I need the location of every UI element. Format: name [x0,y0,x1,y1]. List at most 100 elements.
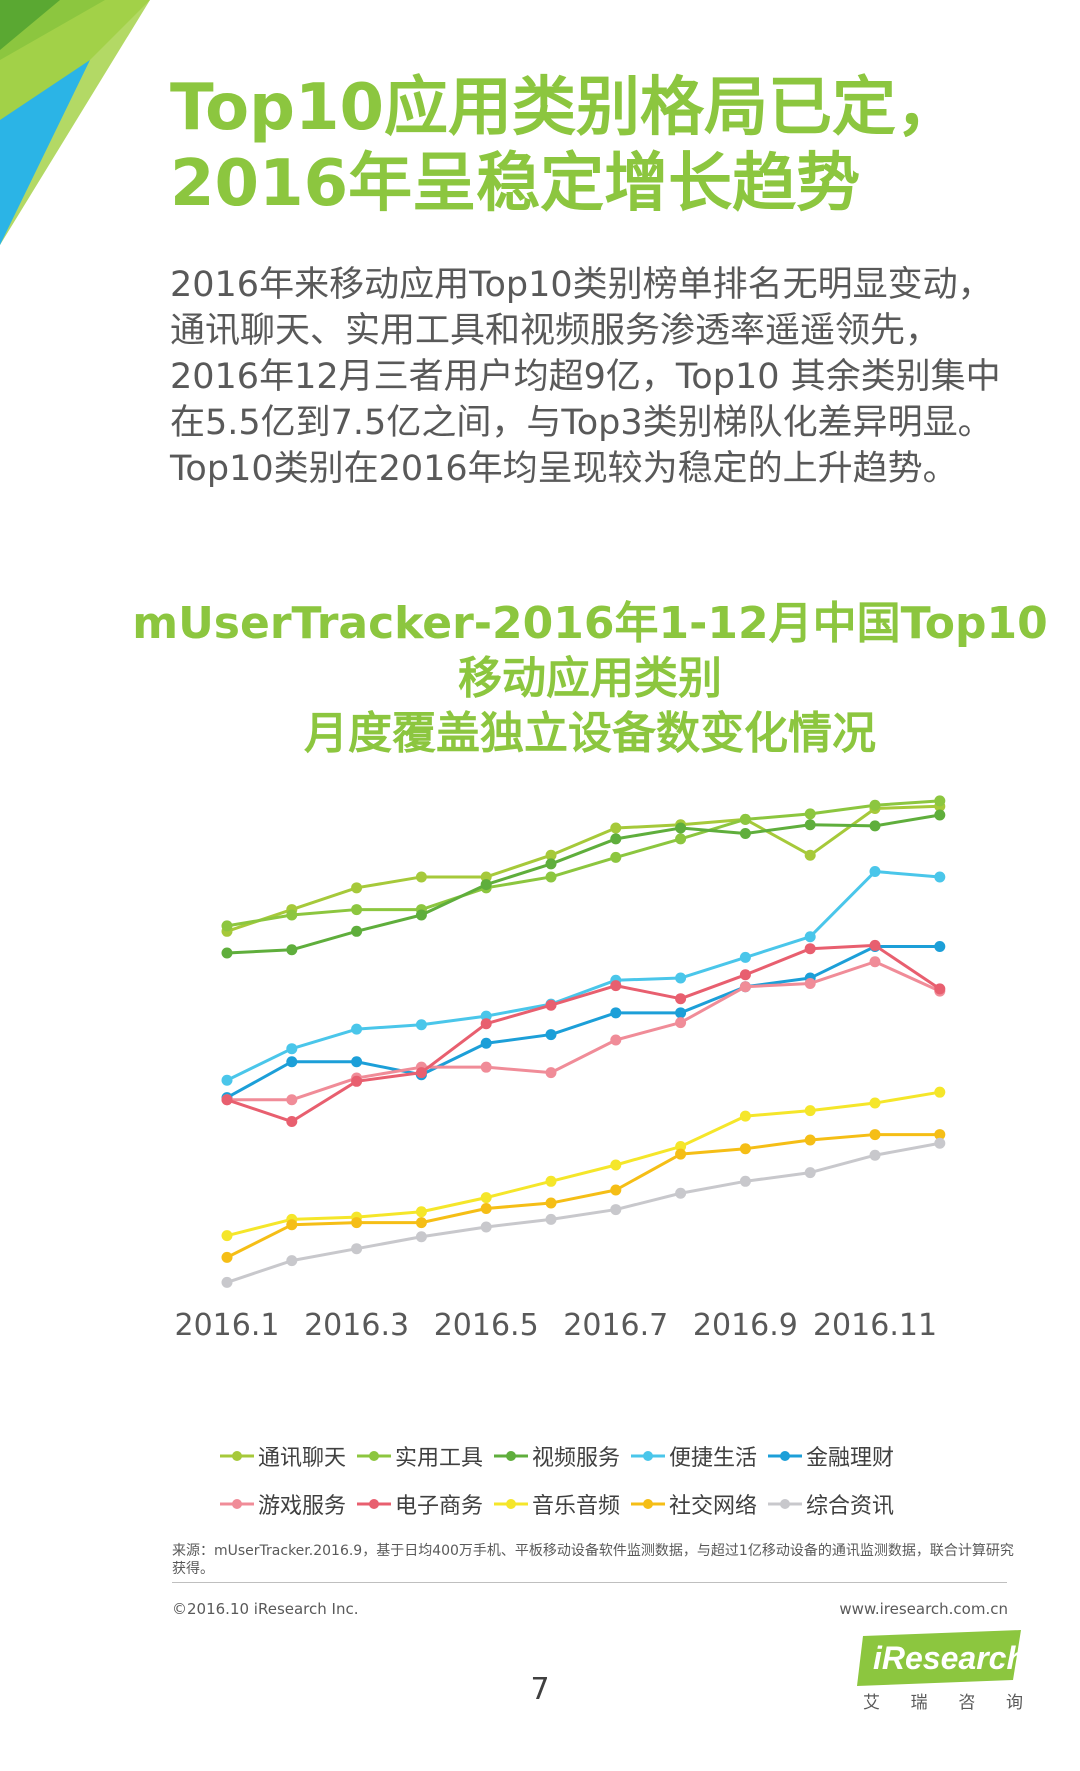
series-10 [221,1137,946,1288]
legend-label: 社交网络 [669,1494,758,1519]
page-number: 7 [530,1672,550,1707]
legend-swatch [631,1499,665,1509]
data-point [804,1134,816,1146]
data-point [286,909,298,921]
x-tick-label: 2016.9 [693,1308,798,1343]
data-point [869,939,881,951]
data-point [739,969,751,981]
series-line [226,804,940,933]
logo-badge [857,1630,1021,1686]
data-point [739,1175,751,1187]
data-point [480,1061,492,1073]
legend-label: 音乐音频 [532,1494,621,1519]
data-point [480,1202,492,1214]
data-point [415,1067,427,1079]
legend-item: 电子商务 [357,1488,494,1520]
data-point [869,1129,881,1141]
data-point [934,809,946,821]
data-point [221,1251,233,1263]
data-point [351,882,363,894]
data-point [351,925,363,937]
data-point [286,1219,298,1231]
legend-swatch [768,1499,802,1509]
legend-item: 游戏服务 [220,1488,357,1520]
legend-label: 实用工具 [395,1446,484,1471]
chart-legend: 通讯聊天 实用工具 视频服务 便捷生活 金融理财游戏服务 电子商务 音乐音频 社交网络 综合资讯 [220,1440,1020,1520]
page-title: Top10应用类别格局已定， 2016年呈稳定增长趋势 [170,70,1050,222]
copyright: ©2016.10 iResearch Inc. [172,1600,359,1618]
data-point [610,1204,622,1216]
data-point [804,808,816,820]
series-line [226,943,941,1124]
data-point [545,858,557,870]
data-point [869,799,881,811]
legend-item: 金融理财 [768,1440,905,1472]
legend-swatch [220,1499,254,1509]
legend-label: 游戏服务 [258,1494,347,1519]
data-point [675,1141,687,1153]
data-point [610,1007,622,1019]
series-8 [221,1086,946,1242]
legend-label: 综合资讯 [806,1494,895,1519]
legend-swatch [494,1451,528,1461]
data-point [480,871,492,883]
data-point [351,1075,363,1087]
chart-title: mUserTracker-2016年1-12月中国Top10 移动应用类别 月度… [100,596,1080,761]
legend-item: 社交网络 [631,1488,768,1520]
iresearch-logo: iResearch 艾 瑞 咨 询 [855,1630,1026,1713]
data-point [934,795,946,807]
x-tick-label: 2016.5 [434,1308,539,1343]
data-point [804,1105,816,1117]
legend-swatch [631,1451,665,1461]
series-line [226,1133,940,1259]
data-point [610,851,622,863]
legend-label: 视频服务 [532,1446,621,1471]
series-5 [221,941,946,1104]
data-point [610,833,622,845]
chart-title-line-2: 移动应用类别 [458,653,722,704]
data-point [610,1159,622,1171]
series-line [226,813,941,955]
legend-label: 金融理财 [806,1446,895,1471]
data-point [869,866,881,878]
data-point [415,871,427,883]
chart-title-line-1: mUserTracker-2016年1-12月中国Top10 [132,598,1048,649]
data-point [351,904,363,916]
data-point [545,1213,557,1225]
data-point [351,1217,363,1229]
legend-swatch [357,1451,391,1461]
data-point [545,1197,557,1209]
data-point [804,849,816,861]
x-tick-label: 2016.3 [304,1308,409,1343]
logo-subtitle: 艾 瑞 咨 询 [863,1693,1023,1713]
data-point [739,981,751,993]
data-point [675,993,687,1005]
legend-swatch [494,1499,528,1509]
data-point [934,871,946,883]
data-point [739,827,751,839]
data-point [739,1143,751,1155]
data-point [675,822,687,834]
data-point [415,909,427,921]
series-6 [221,956,946,1106]
data-point [221,1276,233,1288]
data-point [286,944,298,956]
data-point [610,1184,622,1196]
legend-label: 便捷生活 [669,1446,758,1471]
data-point [934,941,946,953]
data-point [351,1023,363,1035]
data-point [675,1017,687,1029]
legend-item: 综合资讯 [768,1488,905,1520]
legend-item: 视频服务 [494,1440,631,1472]
corner-decoration [0,0,150,245]
data-point [286,1094,298,1106]
data-point [286,1116,298,1128]
data-point [675,1007,687,1019]
data-point [480,1018,492,1030]
data-point [869,1149,881,1161]
legend-item: 便捷生活 [631,1440,768,1472]
website-link[interactable]: www.iresearch.com.cn [839,1600,1008,1618]
legend-item: 通讯聊天 [220,1440,357,1472]
data-point [804,819,816,831]
data-point [545,1175,557,1187]
